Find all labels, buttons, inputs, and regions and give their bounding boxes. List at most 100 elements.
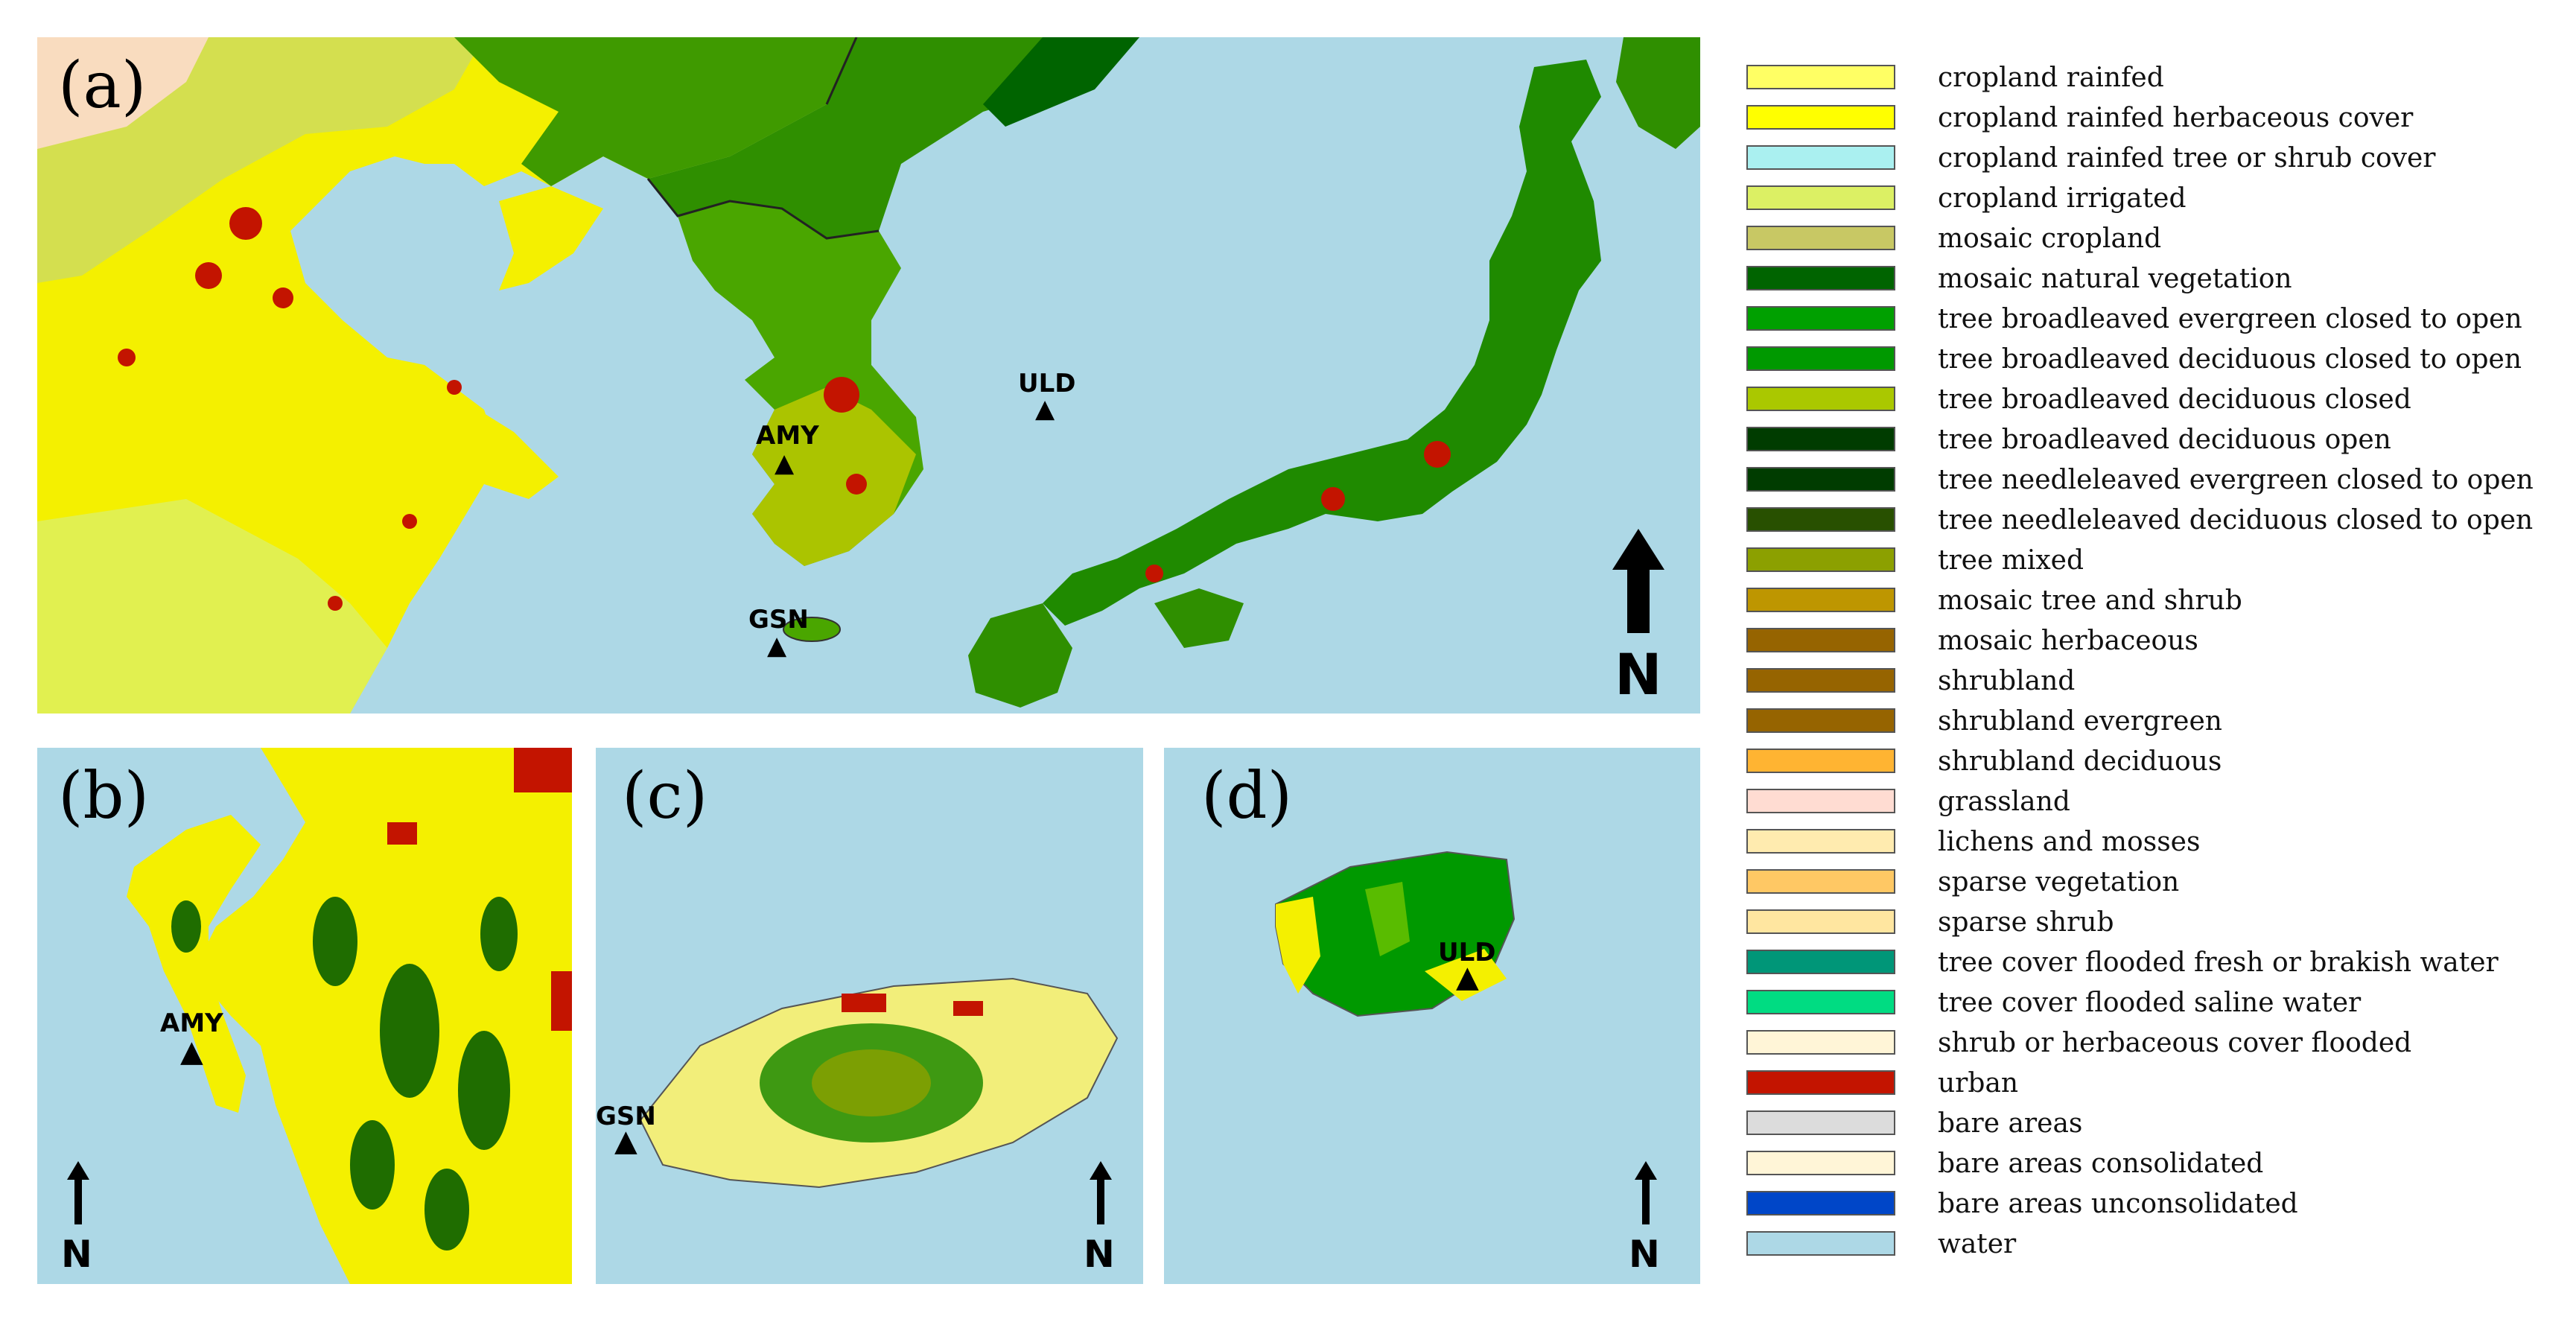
legend-item: urban xyxy=(1746,1064,2566,1104)
legend-swatch xyxy=(1746,306,1895,331)
north-arrow-icon xyxy=(1090,1161,1112,1224)
station-marker-uld: ▲ xyxy=(1035,394,1055,424)
legend-label: mosaic herbaceous xyxy=(1938,626,2198,656)
north-label-c: N xyxy=(1084,1233,1115,1276)
legend-swatch xyxy=(1746,1191,1895,1215)
legend-swatch xyxy=(1746,1030,1895,1055)
north-arrow-icon xyxy=(67,1161,89,1224)
map-b-landmass xyxy=(127,748,572,1284)
legend-label: shrub or herbaceous cover flooded xyxy=(1938,1028,2412,1058)
legend-label: cropland rainfed herbaceous cover xyxy=(1938,103,2414,133)
legend-swatch xyxy=(1746,65,1895,89)
legend-item: sparse vegetation xyxy=(1746,862,2566,903)
legend-label: tree cover flooded fresh or brakish wate… xyxy=(1938,947,2499,978)
legend-label: water xyxy=(1938,1229,2017,1259)
legend-item: water xyxy=(1746,1224,2566,1265)
legend-item: bare areas xyxy=(1746,1104,2566,1144)
legend-item: cropland irrigated xyxy=(1746,179,2566,219)
legend-item: mosaic herbaceous xyxy=(1746,621,2566,661)
station-marker-gsn: ▲ xyxy=(767,631,787,661)
legend-swatch xyxy=(1746,628,1895,652)
legend-label: sparse shrub xyxy=(1938,907,2114,938)
legend-swatch xyxy=(1746,185,1895,210)
legend-swatch xyxy=(1746,266,1895,290)
north-arrow-icon xyxy=(1612,529,1664,633)
legend-item: bare areas unconsolidated xyxy=(1746,1184,2566,1224)
panel-label-d: (d) xyxy=(1201,759,1293,833)
legend-item: tree cover flooded saline water xyxy=(1746,983,2566,1023)
legend-item: tree needleleaved deciduous closed to op… xyxy=(1746,500,2566,541)
legend-item: mosaic tree and shrub xyxy=(1746,581,2566,621)
legend-label: bare areas consolidated xyxy=(1938,1148,2264,1179)
legend-item: tree broadleaved deciduous open xyxy=(1746,420,2566,460)
legend-label: mosaic tree and shrub xyxy=(1938,585,2242,616)
map-a-landmass xyxy=(37,37,1700,714)
legend-label: bare areas unconsolidated xyxy=(1938,1189,2298,1219)
legend-swatch xyxy=(1746,1151,1895,1175)
legend-swatch xyxy=(1746,427,1895,451)
legend-swatch xyxy=(1746,789,1895,813)
legend-swatch xyxy=(1746,909,1895,934)
legend-label: tree broadleaved deciduous closed xyxy=(1938,384,2411,415)
legend-item: cropland rainfed tree or shrub cover xyxy=(1746,139,2566,179)
map-panel-b: (b) AMY ▲ N xyxy=(37,748,572,1284)
panel-label-b: (b) xyxy=(58,759,150,833)
legend-label: tree cover flooded saline water xyxy=(1938,988,2362,1018)
legend-label: cropland rainfed xyxy=(1938,63,2164,93)
legend-item: shrubland xyxy=(1746,661,2566,702)
legend-swatch xyxy=(1746,387,1895,411)
legend-item: tree broadleaved evergreen closed to ope… xyxy=(1746,299,2566,340)
map-panel-d: (d) ULD ▲ N xyxy=(1164,748,1700,1284)
map-c-landmass xyxy=(639,977,1119,1189)
legend-label: tree broadleaved deciduous closed to ope… xyxy=(1938,344,2522,375)
north-label-b: N xyxy=(61,1233,92,1276)
north-arrow-icon xyxy=(1635,1161,1657,1224)
station-label-gsn: GSN xyxy=(748,605,809,635)
legend-swatch xyxy=(1746,990,1895,1014)
legend-label: lichens and mosses xyxy=(1938,827,2201,857)
legend-swatch xyxy=(1746,1070,1895,1095)
legend-swatch xyxy=(1746,749,1895,773)
legend-swatch xyxy=(1746,668,1895,693)
legend-swatch xyxy=(1746,105,1895,130)
legend-swatch xyxy=(1746,467,1895,492)
legend-item: tree broadleaved deciduous closed to ope… xyxy=(1746,340,2566,380)
legend-swatch xyxy=(1746,708,1895,733)
station-label-uld: ULD xyxy=(1018,369,1076,398)
legend-swatch xyxy=(1746,950,1895,974)
station-label-amy: AMY xyxy=(756,421,819,451)
legend-label: cropland rainfed tree or shrub cover xyxy=(1938,143,2436,174)
legend-label: sparse vegetation xyxy=(1938,867,2180,897)
legend-swatch xyxy=(1746,507,1895,532)
legend-swatch xyxy=(1746,1110,1895,1135)
panel-label-c: (c) xyxy=(622,759,708,833)
legend-swatch xyxy=(1746,588,1895,612)
legend-item: tree mixed xyxy=(1746,541,2566,581)
legend-item: shrubland evergreen xyxy=(1746,702,2566,742)
legend-item: bare areas consolidated xyxy=(1746,1144,2566,1184)
station-label-amy-b: AMY xyxy=(160,1008,223,1038)
legend-item: tree broadleaved deciduous closed xyxy=(1746,380,2566,420)
legend-item: mosaic cropland xyxy=(1746,219,2566,259)
legend-label: bare areas xyxy=(1938,1108,2083,1139)
station-marker-amy-b: ▲ xyxy=(180,1035,203,1069)
station-marker-uld-d: ▲ xyxy=(1456,960,1479,994)
legend-label: tree broadleaved deciduous open xyxy=(1938,425,2391,455)
legend-label: tree needleleaved evergreen closed to op… xyxy=(1938,465,2534,495)
map-d-landmass xyxy=(1275,851,1516,1017)
legend-label: tree mixed xyxy=(1938,545,2084,576)
legend-item: cropland rainfed xyxy=(1746,58,2566,98)
legend-swatch xyxy=(1746,226,1895,250)
legend-item: cropland rainfed herbaceous cover xyxy=(1746,98,2566,139)
station-label-uld-d: ULD xyxy=(1438,938,1496,967)
legend-swatch xyxy=(1746,869,1895,894)
legend-item: tree cover flooded fresh or brakish wate… xyxy=(1746,943,2566,983)
legend-item: shrubland deciduous xyxy=(1746,742,2566,782)
legend-item: tree needleleaved evergreen closed to op… xyxy=(1746,460,2566,500)
legend-swatch xyxy=(1746,547,1895,572)
legend-label: tree needleleaved deciduous closed to op… xyxy=(1938,505,2534,536)
legend-label: shrubland evergreen xyxy=(1938,706,2222,737)
legend-swatch xyxy=(1746,1231,1895,1256)
legend-label: cropland irrigated xyxy=(1938,183,2187,214)
legend-swatch xyxy=(1746,346,1895,371)
